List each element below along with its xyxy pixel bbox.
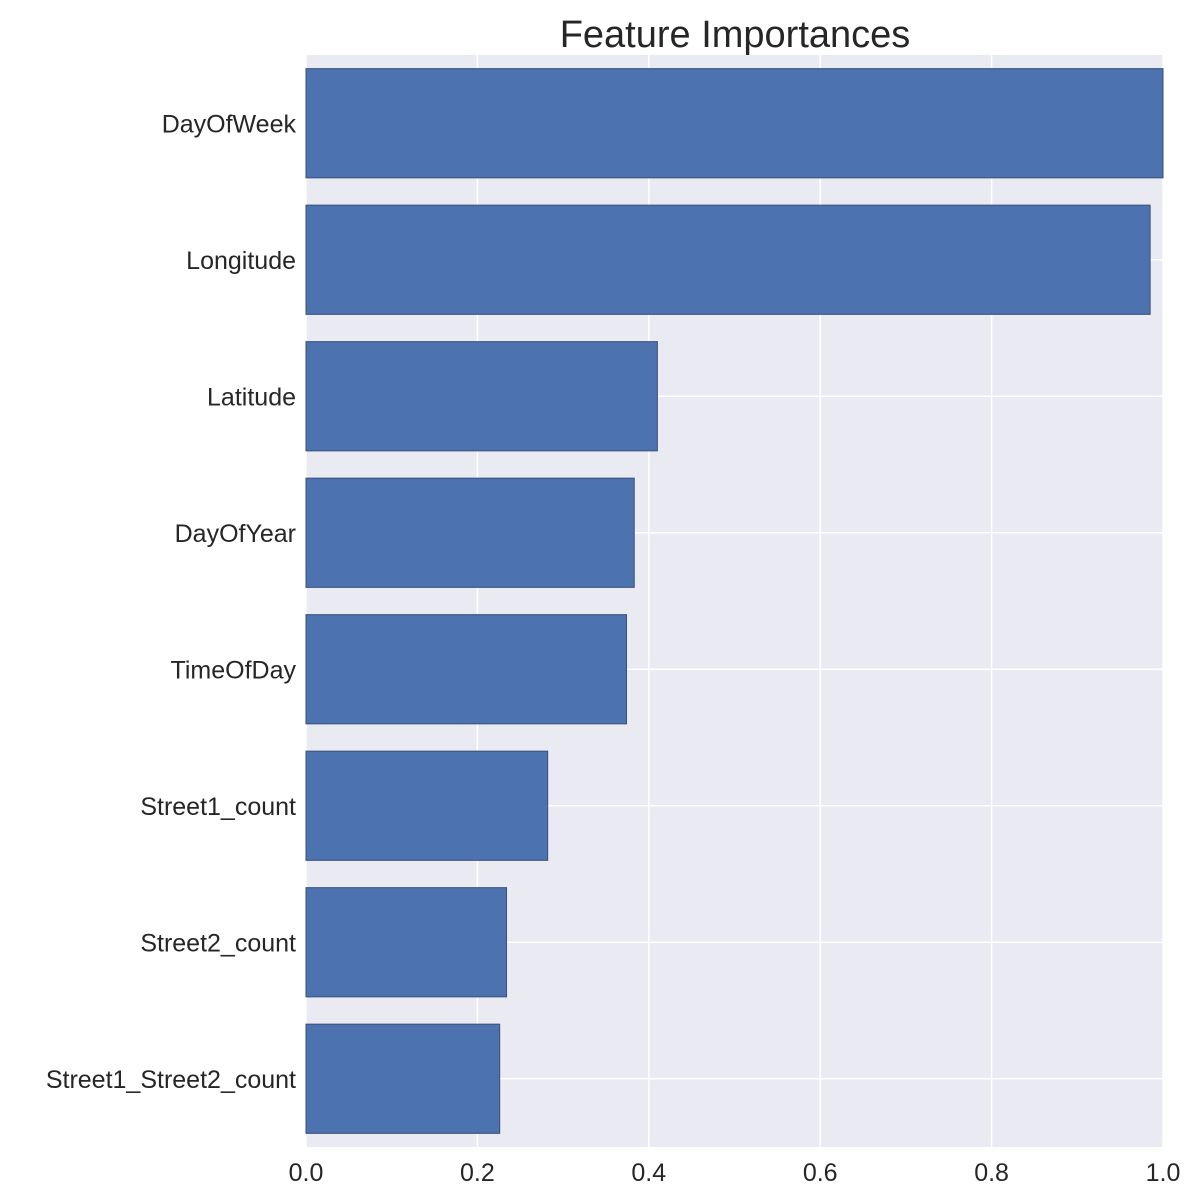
x-tick-label: 0.0 (289, 1159, 324, 1187)
bar (305, 887, 508, 998)
y-tick-label: Street2_count (140, 929, 296, 957)
x-tick-label: 0.4 (631, 1159, 666, 1187)
y-tick-label: Longitude (186, 247, 296, 275)
y-tick-label: Street1_Street2_count (46, 1066, 296, 1094)
bar (305, 341, 658, 452)
y-tick-label: TimeOfDay (171, 656, 297, 684)
x-tick-label: 0.6 (803, 1159, 838, 1187)
x-tick-label: 0.2 (460, 1159, 495, 1187)
y-tick-label: Latitude (207, 383, 296, 411)
y-axis-tick-labels: DayOfWeek Longitude Latitude DayOfYear TimeO… (46, 110, 297, 1094)
x-tick-label: 0.8 (974, 1159, 1009, 1187)
bar (305, 1023, 501, 1134)
bars (305, 68, 1164, 1134)
bar (305, 477, 635, 588)
chart-title: Feature Importances (560, 14, 911, 56)
y-tick-label: DayOfYear (175, 520, 296, 548)
x-tick-label: 1.0 (1146, 1159, 1181, 1187)
bar (305, 614, 628, 725)
bar (305, 68, 1164, 179)
x-axis-tick-labels: 0.0 0.2 0.4 0.6 0.8 1.0 (289, 1159, 1181, 1187)
bar (305, 204, 1151, 315)
bar (305, 750, 549, 861)
y-tick-label: Street1_count (140, 793, 296, 821)
y-tick-label: DayOfWeek (162, 110, 297, 138)
